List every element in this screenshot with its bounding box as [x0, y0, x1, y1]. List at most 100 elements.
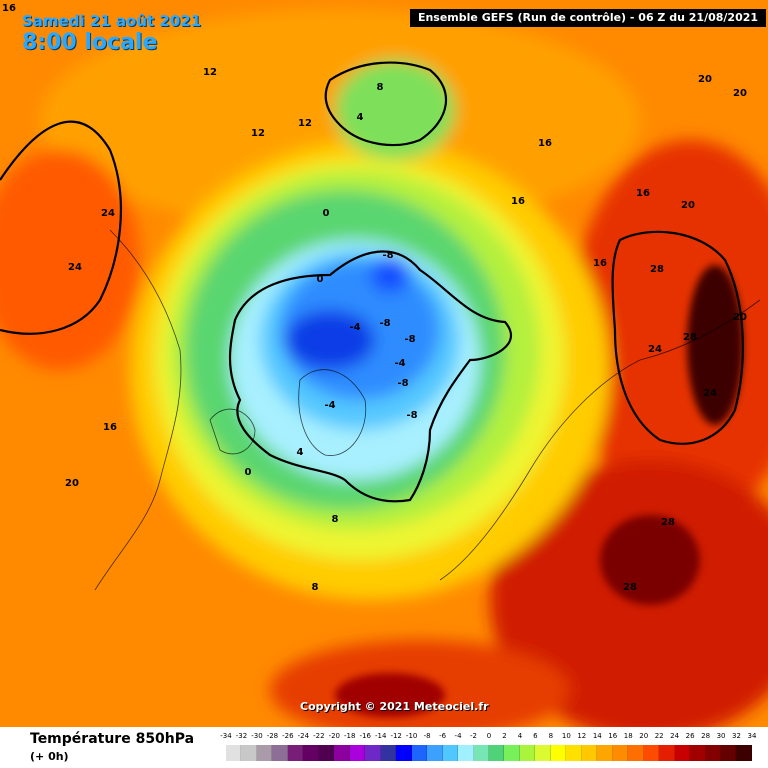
legend-tick-label: -30 [251, 732, 263, 740]
core-dark-southeast [600, 515, 700, 605]
legend-tick-label: -28 [266, 732, 279, 740]
legend-swatch [550, 745, 567, 761]
temperature-fields [0, 10, 768, 727]
isotherm-value-label: 28 [683, 332, 697, 343]
isotherm-value-label: 28 [650, 264, 664, 275]
isotherm-value-label: -4 [394, 358, 405, 369]
isotherm-value-label: 16 [538, 138, 552, 149]
legend-swatch [473, 745, 489, 761]
isotherm-value-label: 20 [681, 200, 695, 211]
isotherm-value-label: 8 [312, 582, 319, 593]
legend-tick-label: -14 [374, 732, 387, 740]
legend-tick-label: 14 [592, 732, 602, 740]
legend-swatch [256, 745, 273, 761]
isotherm-value-label: 4 [297, 447, 304, 458]
legend-swatch [597, 745, 613, 761]
legend-tick-label: -2 [470, 732, 477, 740]
legend-tick-label: -10 [405, 732, 418, 740]
legend-tick-label: 12 [577, 732, 587, 740]
isotherm-value-label: 28 [661, 517, 675, 528]
legend-swatch [535, 745, 551, 761]
legend-swatch [365, 745, 381, 761]
legend-swatch [705, 745, 721, 761]
legend-swatch [287, 745, 304, 761]
legend-tick-label: -32 [235, 732, 248, 740]
legend-tick-label: -22 [313, 732, 325, 740]
isotherm-value-label: 20 [733, 88, 747, 99]
isotherm-value-label: 12 [203, 67, 217, 78]
legend-ticks: -34 -32 -30 -28 -26 -24 -22 -20 -18 -16 -14 -12 -10-… [220, 732, 756, 744]
contour-west-20 [0, 120, 123, 335]
legend-tick-label: -24 [297, 732, 310, 740]
isotherm-value-label: 24 [648, 344, 662, 355]
legend-tick-label: 6 [533, 732, 538, 740]
legend-swatch [566, 745, 582, 761]
core-dark-south [335, 673, 445, 717]
legend-tick-label: 18 [623, 732, 633, 740]
isotherm-value-label: -4 [324, 400, 335, 411]
legend-swatch [674, 745, 691, 761]
isotherm-value-label: -4 [349, 322, 360, 333]
variable-label: Température 850hPa [30, 731, 195, 747]
legend-swatch [349, 745, 366, 761]
hot-cores [335, 265, 743, 717]
core-dark-east [687, 265, 743, 425]
coastline-eurasia [439, 299, 761, 581]
isotherm-value-label: -8 [379, 318, 390, 329]
isotherm-value-label: 16 [511, 196, 525, 207]
legend-swatch [427, 745, 443, 761]
isotherm-value-label: 16 [636, 188, 650, 199]
isotherm-value-label: 8 [332, 514, 339, 525]
legend-tick-label: 10 [561, 732, 571, 740]
legend-tick-label: 32 [732, 732, 741, 740]
field-deepblue [285, 310, 375, 370]
legend-swatch [411, 745, 428, 761]
contour-east-20 [611, 230, 744, 445]
legend-swatch [488, 745, 505, 761]
isotherm-value-label: 0 [317, 274, 324, 285]
isotherm-value-label: -8 [382, 250, 393, 261]
legend-tick-label: -34 [220, 732, 232, 740]
isotherm-value-label: 12 [298, 118, 312, 129]
isotherm-value-label: -8 [404, 334, 415, 345]
legend-swatch [380, 745, 397, 761]
coastline-america [94, 229, 182, 591]
legend-swatch [241, 745, 257, 761]
legend-tick-label: -26 [282, 732, 294, 740]
isotherm-value-label: 24 [703, 388, 717, 399]
legend-swatch [318, 745, 335, 761]
copyright-text: Copyright © 2021 Meteociel.fr [300, 700, 489, 713]
isotherm-value-label: -8 [397, 378, 408, 389]
legend-tick-label: 16 [608, 732, 618, 740]
legend-tick-label: 30 [716, 732, 726, 740]
legend-tick-label: 22 [654, 732, 664, 740]
isotherm-value-label: 24 [101, 208, 115, 219]
contour-zero [228, 250, 513, 503]
legend-tick-label: -20 [328, 732, 340, 740]
isotherm-value-label: 0 [245, 467, 252, 478]
temperature-map: 12 12 12 16 16 16 16 16 20 20 20 20 20 24 24 24 24 28 28 28… [0, 0, 768, 727]
isotherm-value-label: 20 [65, 478, 79, 489]
legend-tick-label: -18 [344, 732, 356, 740]
legend-tick-label: 4 [517, 732, 523, 740]
model-run-banner: Ensemble GEFS (Run de contrôle) - 06 Z d… [410, 9, 766, 27]
isotherm-value-label: 16 [593, 258, 607, 269]
legend-swatch [643, 745, 660, 761]
legend-swatch [581, 745, 598, 761]
legend-swatch [690, 745, 706, 761]
legend-tick-label: 2 [502, 732, 507, 740]
legend-swatch [612, 745, 629, 761]
legend-swatch [458, 745, 474, 761]
legend-tick-label: 0 [486, 732, 492, 740]
legend-swatch [442, 745, 459, 761]
legend-swatch [272, 745, 288, 761]
legend-tick-label: -12 [390, 732, 402, 740]
isotherm-value-label: -8 [406, 410, 417, 421]
forecast-date: Samedi 21 août 2021 [22, 12, 202, 30]
legend-swatch [628, 745, 644, 761]
isotherm-value-label: 24 [68, 262, 82, 273]
contour-north-8 [324, 61, 448, 147]
isotherm-value-label: 20 [733, 312, 747, 323]
legend-tick-label: 20 [639, 732, 649, 740]
